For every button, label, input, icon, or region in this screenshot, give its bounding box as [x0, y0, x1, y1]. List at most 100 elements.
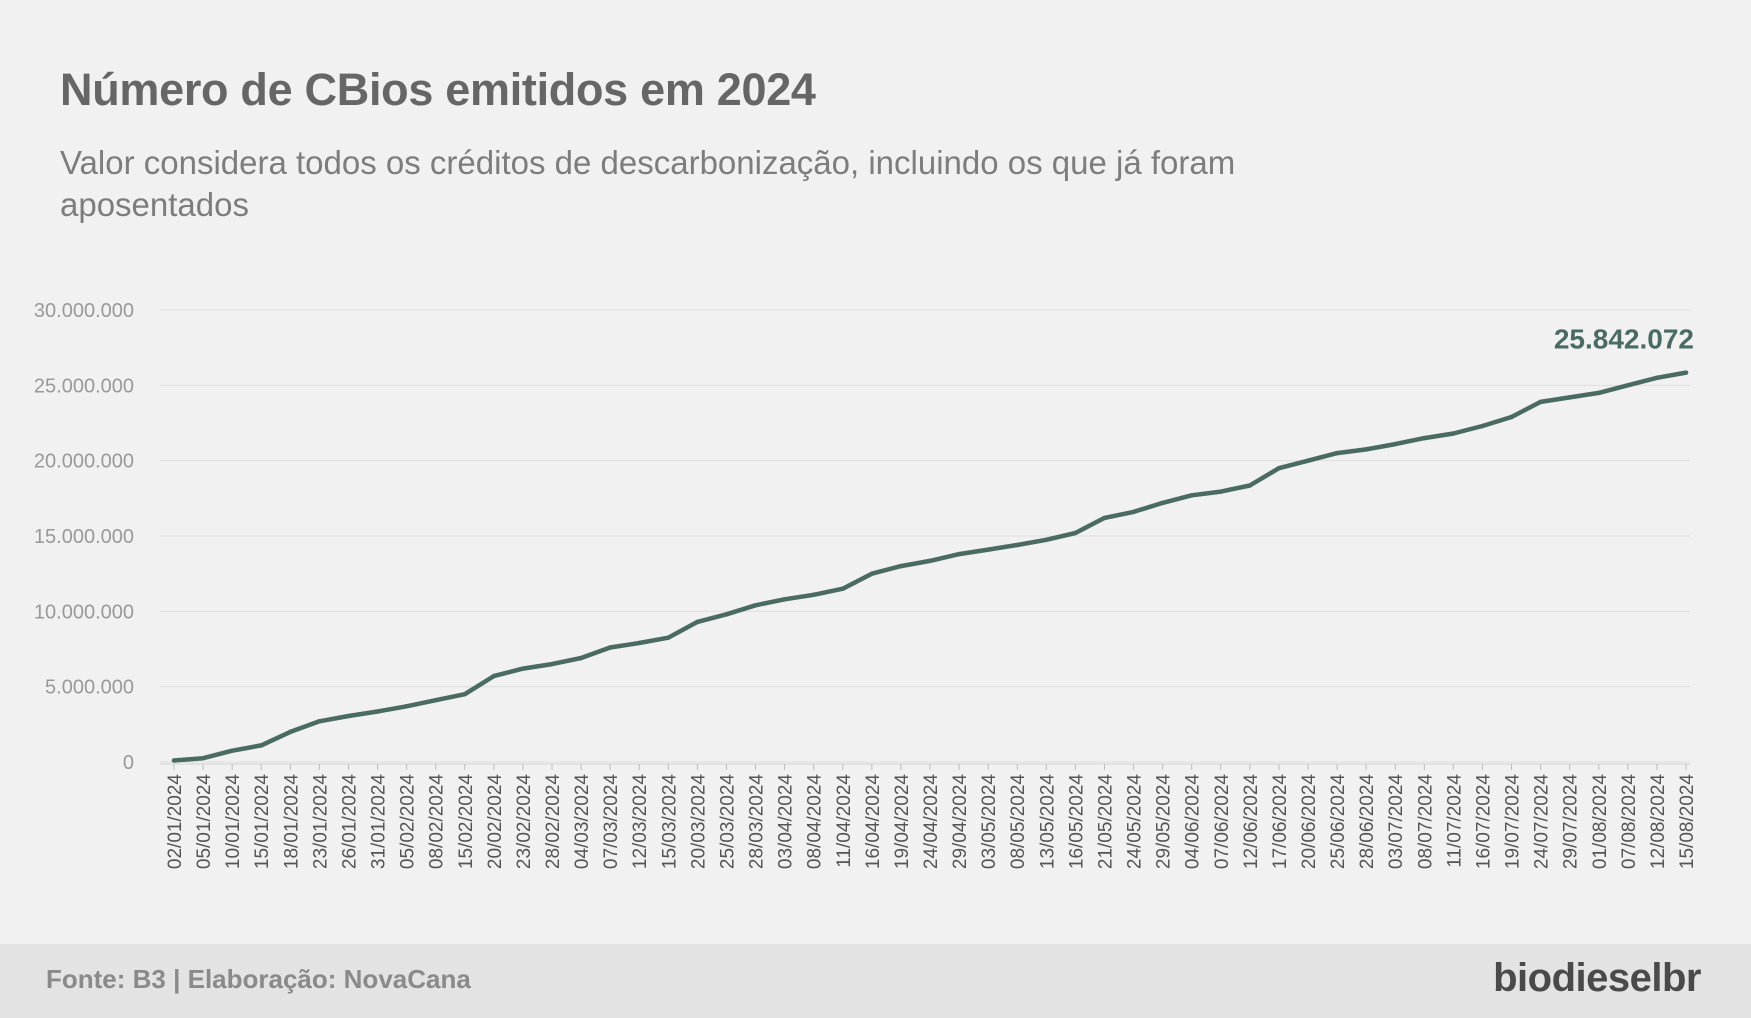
- data-point: [1276, 466, 1282, 471]
- x-tick-label: 15/01/2024: [252, 774, 273, 870]
- x-tick-label: 12/08/2024: [1648, 774, 1669, 870]
- x-tick-label: 25/03/2024: [717, 774, 738, 870]
- chart-subtitle: Valor considera todos os créditos de des…: [60, 144, 1236, 223]
- x-tick-label: 24/04/2024: [921, 774, 942, 870]
- x-tick-label: 05/02/2024: [398, 774, 419, 870]
- data-point: [869, 571, 875, 576]
- x-tick-label: 23/01/2024: [310, 774, 331, 870]
- x-tick-label: 31/01/2024: [369, 774, 390, 870]
- x-tick-label: 07/03/2024: [601, 774, 622, 870]
- data-point: [1160, 500, 1165, 506]
- data-point: [1509, 414, 1514, 420]
- x-tick-label: 24/07/2024: [1532, 774, 1553, 870]
- data-point: [346, 713, 351, 719]
- data-point: [1073, 530, 1078, 536]
- x-tick-label: 20/02/2024: [485, 774, 506, 870]
- x-tick-label: 01/08/2024: [1590, 774, 1611, 870]
- cbios-series-line: [171, 370, 1689, 763]
- data-point: [1625, 383, 1631, 388]
- data-point: [1683, 370, 1689, 375]
- x-tick-label: 18/01/2024: [281, 774, 302, 870]
- y-tick-label: 5.000.000: [45, 677, 134, 699]
- data-point: [1654, 375, 1660, 380]
- x-tick-label: 16/05/2024: [1066, 774, 1087, 870]
- data-point: [695, 619, 700, 625]
- data-point: [1189, 493, 1194, 498]
- x-tick-label: 26/01/2024: [339, 774, 360, 870]
- y-tick-label: 25.000.000: [34, 375, 134, 397]
- x-tick-label: 24/05/2024: [1125, 774, 1146, 870]
- y-tick-label: 20.000.000: [34, 451, 134, 473]
- x-tick-label: 03/04/2024: [776, 774, 797, 870]
- x-tick-label: 20/06/2024: [1299, 774, 1320, 870]
- data-point: [578, 655, 584, 661]
- chart-title: Número de CBios emitidos em 2024: [60, 64, 816, 115]
- data-point: [171, 758, 177, 763]
- series-layer: 25.842.072: [171, 324, 1694, 763]
- x-tick-label: 04/06/2024: [1183, 774, 1204, 870]
- x-tick-label: 28/02/2024: [543, 774, 564, 870]
- y-tick-label: 15.000.000: [34, 526, 134, 548]
- biodieselbr-logo: biodieselbr: [1493, 956, 1701, 1000]
- x-tick-label: 08/07/2024: [1415, 774, 1436, 870]
- data-point: [404, 704, 409, 709]
- data-point: [200, 756, 206, 761]
- data-point: [753, 603, 758, 608]
- data-point: [259, 743, 264, 748]
- data-point: [1305, 458, 1311, 463]
- data-point: [607, 645, 613, 650]
- x-tick-label: 17/06/2024: [1270, 774, 1291, 870]
- data-point: [491, 673, 497, 679]
- data-point: [840, 586, 845, 591]
- x-tick-label: 15/02/2024: [456, 774, 477, 870]
- data-point: [1451, 431, 1456, 436]
- line-chart: 0 5.000.000 10.000.000 15.000.000 20.000.000…: [34, 300, 1698, 869]
- x-tick-label: 16/07/2024: [1473, 774, 1494, 870]
- x-tick-label: 03/07/2024: [1386, 774, 1407, 870]
- x-tick-label: 21/05/2024: [1095, 774, 1116, 870]
- data-point: [811, 592, 816, 597]
- x-tick-label: 07/06/2024: [1212, 774, 1233, 870]
- data-point: [1044, 537, 1049, 542]
- data-point: [1015, 542, 1020, 548]
- x-tick-label: 19/04/2024: [892, 774, 913, 870]
- data-point: [927, 558, 933, 564]
- data-point: [229, 748, 235, 753]
- x-tick-label: 29/07/2024: [1561, 774, 1582, 870]
- data-point: [898, 563, 904, 569]
- data-point: [549, 661, 555, 667]
- x-tick-label: 05/01/2024: [194, 774, 215, 870]
- data-point: [1247, 483, 1253, 488]
- x-tick-label: 29/04/2024: [950, 774, 971, 870]
- source-credit: Fonte: B3 | Elaboração: NovaCana: [46, 964, 471, 994]
- x-tick-label: 08/05/2024: [1008, 774, 1029, 870]
- footer-bar: Fonte: B3 | Elaboração: NovaCana biodies…: [0, 944, 1751, 1018]
- data-point: [724, 612, 729, 617]
- x-tick-label: 29/05/2024: [1154, 774, 1175, 870]
- data-point: [1131, 509, 1136, 515]
- data-point: [1567, 395, 1572, 400]
- x-tick-label: 15/08/2024: [1677, 774, 1698, 870]
- x-tick-label: 15/03/2024: [659, 774, 680, 870]
- x-tick-label: 02/01/2024: [165, 774, 186, 870]
- data-point: [288, 729, 293, 735]
- x-tick-label: 28/03/2024: [747, 774, 768, 870]
- x-tick-label: 25/06/2024: [1328, 774, 1349, 870]
- x-tick-label: 08/04/2024: [805, 774, 826, 870]
- data-point: [520, 666, 526, 671]
- data-point: [985, 547, 991, 552]
- x-tick-label: 08/02/2024: [427, 774, 448, 870]
- y-axis-ticks: 0 5.000.000 10.000.000 15.000.000 20.000.000…: [34, 300, 134, 774]
- data-point: [1393, 441, 1398, 447]
- x-tick-label: 04/03/2024: [572, 774, 593, 870]
- data-point: [666, 635, 671, 640]
- x-axis-ticks: 02/01/2024 05/01/2024 10/01/2024 15/01/2024…: [165, 764, 1698, 869]
- data-point: [956, 551, 962, 557]
- x-tick-label: 03/05/2024: [979, 774, 1000, 870]
- x-tick-label: 11/04/2024: [834, 774, 855, 868]
- x-tick-label: 20/03/2024: [688, 774, 709, 870]
- data-point: [375, 709, 380, 714]
- data-point: [782, 597, 787, 602]
- data-point: [1538, 399, 1543, 405]
- end-value-label: 25.842.072: [1554, 324, 1694, 355]
